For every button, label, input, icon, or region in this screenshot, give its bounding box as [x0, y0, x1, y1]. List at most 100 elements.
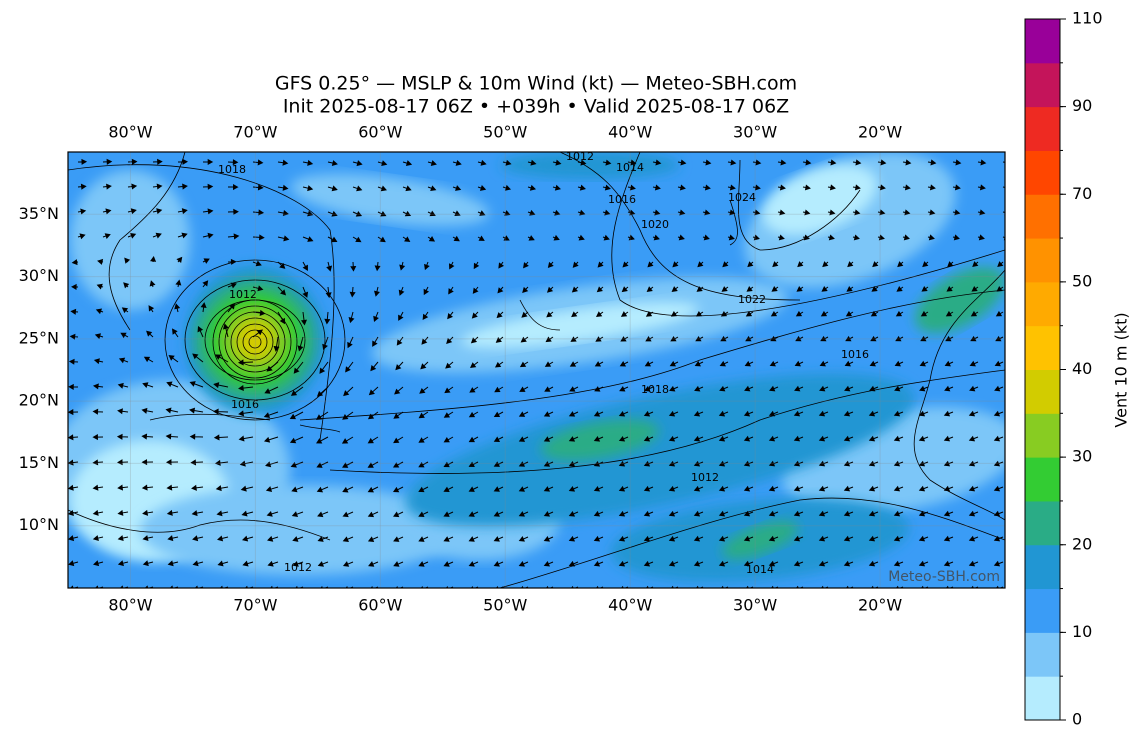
wind-arrow: [793, 460, 804, 467]
wind-arrow: [552, 159, 562, 166]
wind-arrow: [95, 308, 104, 315]
wind-arrow: [543, 436, 554, 442]
wind-arrow: [752, 234, 760, 241]
wind-arrow: [943, 560, 954, 567]
wind-arrow: [227, 282, 237, 289]
wind-arrow: [349, 286, 356, 298]
wind-area: [405, 373, 915, 527]
wind-arrow: [377, 185, 387, 192]
wind-arrow: [693, 535, 704, 542]
wind-arrow: [622, 261, 629, 268]
wind-arrow: [772, 261, 779, 268]
wind-arrow: [420, 361, 429, 370]
wind-arrow: [843, 535, 854, 542]
wind-arrow: [621, 286, 629, 293]
wind-arrow: [618, 560, 629, 567]
wind-arrow: [577, 234, 585, 241]
wind-arrow: [827, 234, 835, 241]
wind-field: 1018 1012 1014 1016 1020 1024 1022 1012 1016 1018…: [68, 152, 1005, 588]
wind-arrow: [202, 258, 210, 264]
wind-arrow: [167, 535, 179, 542]
wind-arrow: [443, 486, 454, 493]
wind-arrow: [468, 511, 479, 517]
wind-arrow: [327, 185, 338, 192]
wind-arrow: [152, 158, 163, 165]
wind-arrow: [672, 261, 679, 268]
wind-arrow: [993, 435, 1004, 442]
wind-arrow: [570, 336, 579, 342]
wind-arrow: [602, 234, 610, 241]
wind-arrow: [702, 234, 710, 241]
wind-arrow: [977, 184, 986, 191]
wind-arrow: [727, 159, 737, 166]
wind-arrow: [326, 261, 333, 272]
wind-arrow: [596, 286, 604, 293]
wind-arrow: [443, 436, 454, 443]
wind-arrow: [797, 261, 804, 268]
wind-arrow: [768, 510, 779, 517]
wind-arrow: [69, 333, 79, 340]
wind-arrow: [543, 535, 554, 542]
wind-arrow: [200, 302, 207, 313]
isobar: [230, 317, 280, 367]
wind-arrow: [377, 210, 387, 217]
wind-arrow: [215, 354, 229, 363]
wind-arrow: [652, 209, 661, 216]
wind-arrow: [546, 311, 554, 318]
wind-arrow: [945, 310, 954, 317]
wind-arrow: [419, 386, 429, 394]
wind-arrow: [452, 210, 461, 216]
wind-arrow: [868, 460, 879, 467]
wind-arrow: [644, 360, 654, 367]
wind-arrow: [643, 485, 654, 492]
wind-arrow: [265, 461, 279, 468]
colorbar-band: [1025, 413, 1060, 458]
wind-arrow: [142, 535, 154, 542]
wind-arrow: [217, 560, 229, 567]
wind-arrow: [569, 386, 579, 392]
wind-arrow: [444, 386, 454, 394]
wind-arrow: [317, 536, 329, 542]
wind-arrow: [543, 560, 554, 567]
wind-arrow: [547, 261, 554, 269]
wind-area: [540, 419, 660, 461]
wind-arrow: [252, 309, 266, 316]
wind-arrow: [202, 208, 214, 215]
wind-arrow: [222, 323, 229, 338]
x-tick-label-bottom: 30°W: [733, 596, 777, 615]
wind-arrow: [352, 185, 363, 192]
wind-arrow: [769, 385, 779, 392]
wind-arrow: [300, 311, 308, 326]
wind-arrow: [277, 210, 289, 217]
wind-arrow: [202, 232, 214, 239]
wind-arrow: [242, 560, 254, 567]
wind-arrow: [893, 535, 904, 542]
wind-arrow: [518, 411, 529, 417]
colorbar-band: [1025, 19, 1060, 64]
x-tick-label-top: 60°W: [358, 123, 402, 142]
wind-arrow: [418, 536, 429, 542]
wind-arrow: [167, 560, 179, 567]
wind-arrow: [352, 236, 362, 243]
isobar: [299, 289, 1005, 421]
wind-arrow: [877, 209, 886, 216]
colorbar-band: [1025, 325, 1060, 370]
map-frame: [67, 151, 1006, 589]
wind-arrow: [668, 435, 679, 442]
wind-arrow: [544, 386, 554, 392]
wind-arrow: [421, 336, 429, 345]
wind-arrow: [918, 410, 929, 417]
wind-arrow: [845, 335, 854, 342]
wind-arrow: [498, 261, 505, 269]
wind-arrow: [593, 485, 604, 492]
wind-arrow: [468, 461, 479, 468]
wind-arrow: [919, 360, 929, 367]
wind-arrow: [92, 459, 104, 466]
wind-arrow: [315, 411, 329, 420]
wind-arrow: [902, 234, 910, 241]
wind-area: [762, 165, 878, 235]
wind-arrow: [290, 461, 304, 468]
wind-arrow: [77, 233, 86, 240]
wind-arrow: [527, 159, 537, 166]
wind-arrow: [141, 433, 154, 440]
